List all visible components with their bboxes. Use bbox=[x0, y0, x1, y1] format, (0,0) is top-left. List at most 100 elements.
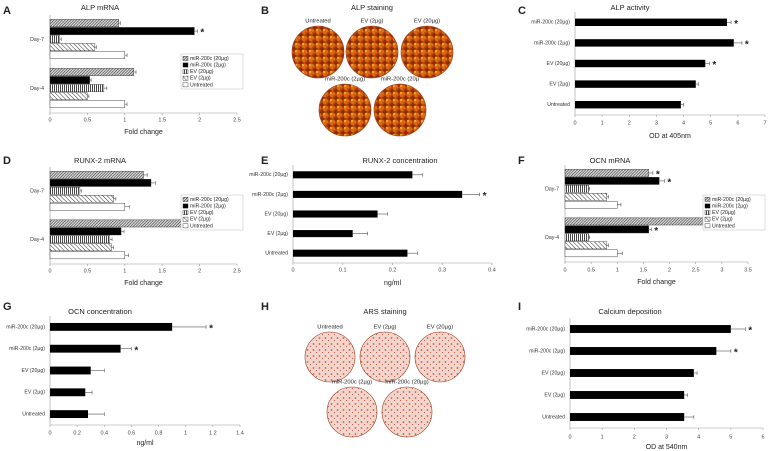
bar bbox=[293, 249, 408, 257]
image-label: EV (20µg) bbox=[427, 325, 453, 331]
x-tick-label: 1 bbox=[184, 430, 187, 436]
legend-label: Untreated bbox=[712, 223, 735, 229]
legend-swatch bbox=[704, 203, 711, 209]
bar bbox=[293, 190, 463, 198]
chart-title: ARS staining bbox=[363, 307, 406, 316]
significance-star: * bbox=[209, 324, 213, 335]
x-tick-label: 2.5 bbox=[233, 117, 241, 123]
image-label: miR-200c (2µg) bbox=[325, 77, 365, 83]
bar bbox=[49, 171, 144, 179]
significance-star: * bbox=[656, 170, 660, 181]
significance-star: * bbox=[712, 60, 716, 71]
bar bbox=[570, 369, 694, 377]
panel-letter: D bbox=[3, 155, 11, 167]
significance-star: * bbox=[483, 191, 487, 202]
bar bbox=[49, 84, 105, 92]
x-tick-label: 5 bbox=[729, 434, 732, 440]
x-tick-label: 3 bbox=[655, 120, 658, 126]
bar bbox=[50, 410, 88, 419]
x-tick-label: 0 bbox=[48, 117, 51, 123]
well-image bbox=[291, 25, 345, 79]
category-label: miR-200c (2µg) bbox=[529, 348, 565, 354]
x-tick-label: 7 bbox=[763, 120, 766, 126]
x-tick-label: 1.5 bbox=[640, 267, 648, 273]
category-label: miR-200c (20µg) bbox=[249, 172, 288, 178]
image-label: Untreated bbox=[317, 325, 342, 331]
well-image bbox=[414, 331, 466, 383]
x-axis-label: Fold change bbox=[124, 280, 163, 287]
bar bbox=[564, 249, 618, 258]
bar bbox=[50, 344, 121, 353]
bar bbox=[49, 235, 111, 244]
category-label: EV (2µg) bbox=[549, 81, 570, 87]
x-tick-label: 0.5 bbox=[84, 117, 92, 123]
x-tick-label: 6 bbox=[761, 434, 764, 440]
significance-star: * bbox=[745, 40, 749, 51]
legend-swatch bbox=[182, 62, 189, 68]
chart-title: RUNX-2 concentration bbox=[362, 156, 437, 165]
image-label: EV (2µg) bbox=[374, 325, 397, 331]
x-tick-label: 0.4 bbox=[100, 430, 108, 436]
bar bbox=[49, 179, 152, 187]
bar bbox=[49, 27, 195, 35]
x-tick-label: 0.6 bbox=[128, 430, 136, 436]
legend-swatch bbox=[704, 216, 711, 222]
x-tick-label: 0.1 bbox=[339, 267, 347, 273]
well-image bbox=[359, 331, 411, 383]
x-tick-label: 0 bbox=[573, 120, 576, 126]
category-label: Day-4 bbox=[30, 237, 44, 243]
bar bbox=[49, 195, 114, 203]
chart-title: ALP staining bbox=[351, 3, 393, 12]
significance-star: * bbox=[734, 348, 738, 359]
legend-box bbox=[702, 194, 766, 231]
category-label: Day-7 bbox=[545, 187, 559, 193]
panel-letter: A bbox=[3, 5, 11, 17]
well-image bbox=[318, 83, 372, 137]
bar bbox=[575, 39, 734, 47]
legend-swatch bbox=[182, 203, 189, 209]
panel-letter: I bbox=[518, 301, 521, 313]
category-label: EV (20µg) bbox=[265, 211, 289, 217]
image-label: miR-200c (20µg) bbox=[385, 380, 428, 386]
panel-letter: G bbox=[3, 301, 12, 313]
x-tick-label: 2 bbox=[198, 117, 201, 123]
bar bbox=[50, 366, 91, 375]
bar bbox=[564, 233, 589, 242]
legend-box bbox=[180, 194, 244, 231]
bar bbox=[49, 51, 126, 59]
category-label: Untreated bbox=[265, 251, 288, 257]
legend-label: miR-200c (2µg) bbox=[190, 62, 226, 68]
x-axis-label: Fold change bbox=[124, 129, 163, 136]
legend-label: EV (2µg) bbox=[712, 217, 733, 223]
bar bbox=[49, 68, 134, 76]
bar bbox=[49, 35, 60, 43]
x-tick-label: 0 bbox=[48, 268, 51, 274]
category-label: EV (2µg) bbox=[267, 231, 288, 237]
image-label: EV (20µg) bbox=[414, 19, 440, 25]
x-tick-label: 0.8 bbox=[155, 430, 163, 436]
bar bbox=[50, 322, 173, 331]
significance-star: * bbox=[748, 326, 752, 337]
well-image bbox=[304, 331, 356, 383]
chart-title: ALP mRNA bbox=[81, 3, 119, 12]
x-tick-label: 0.5 bbox=[84, 268, 92, 274]
x-tick-label: 6 bbox=[736, 120, 739, 126]
bar bbox=[575, 18, 727, 27]
bar bbox=[564, 241, 608, 250]
legend-box bbox=[180, 53, 244, 90]
x-tick-label: 2.5 bbox=[692, 267, 700, 273]
well-image bbox=[381, 386, 433, 438]
x-tick-label: 3 bbox=[720, 267, 723, 273]
x-tick-label: 1.4 bbox=[236, 430, 244, 436]
panel-letter: H bbox=[261, 301, 269, 313]
bar bbox=[575, 80, 696, 88]
x-tick-label: 1.5 bbox=[158, 268, 166, 274]
x-tick-label: 1.5 bbox=[158, 117, 166, 123]
x-tick-label: 0.3 bbox=[438, 267, 446, 273]
panel-letter: B bbox=[261, 5, 269, 17]
legend-label: EV (20µg) bbox=[190, 210, 214, 216]
x-tick-label: 0.2 bbox=[73, 430, 81, 436]
bar bbox=[564, 200, 618, 209]
legend-swatch bbox=[182, 197, 189, 202]
category-label: miR-200c (20µg) bbox=[526, 326, 565, 332]
